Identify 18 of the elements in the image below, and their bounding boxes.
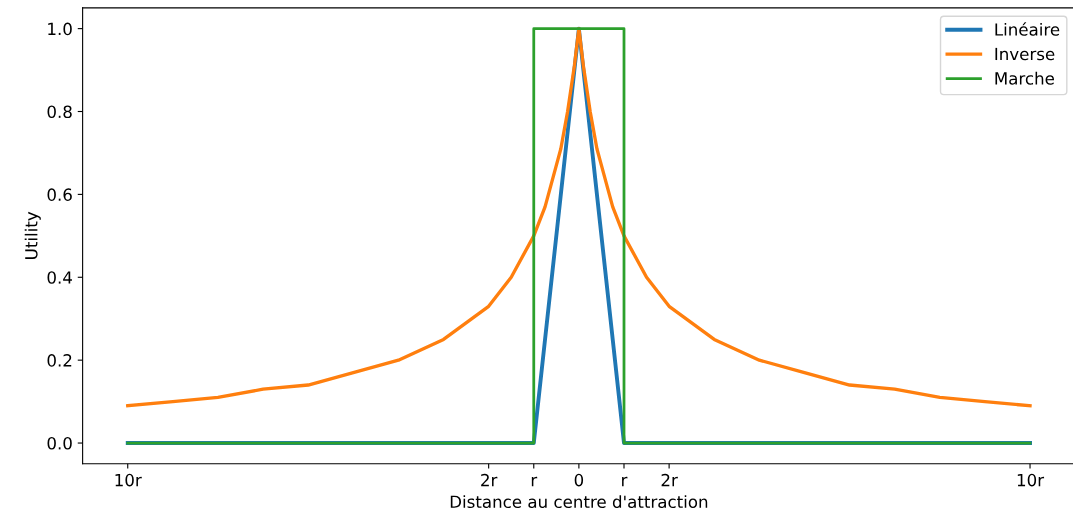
legend-label: Marche	[995, 71, 1054, 85]
y-tick-label: 0.4	[47, 271, 72, 284]
y-tick-label: 0.6	[47, 188, 72, 201]
y-axis-title: Utility	[24, 211, 41, 259]
y-tick-label: 1.0	[48, 22, 72, 36]
y-tick-label: 0.0	[47, 437, 72, 450]
y-tick-label: 0.8	[47, 105, 72, 119]
x-tick-label: 2r	[661, 473, 678, 487]
x-tick-label: 0	[574, 473, 584, 487]
x-tick-label: r	[531, 476, 538, 487]
x-axis-title: Distance au centre d'attraction	[450, 495, 708, 509]
x-tick-label: 10r	[1017, 473, 1045, 487]
x-tick-label: r	[622, 476, 628, 487]
x-tick-label: 10r	[115, 473, 142, 487]
legend-label: Linéaire	[995, 22, 1060, 36]
legend-label: Inverse	[995, 47, 1055, 61]
y-tick-label: 0.2	[47, 354, 72, 367]
x-tick-label: 2r	[481, 473, 498, 487]
